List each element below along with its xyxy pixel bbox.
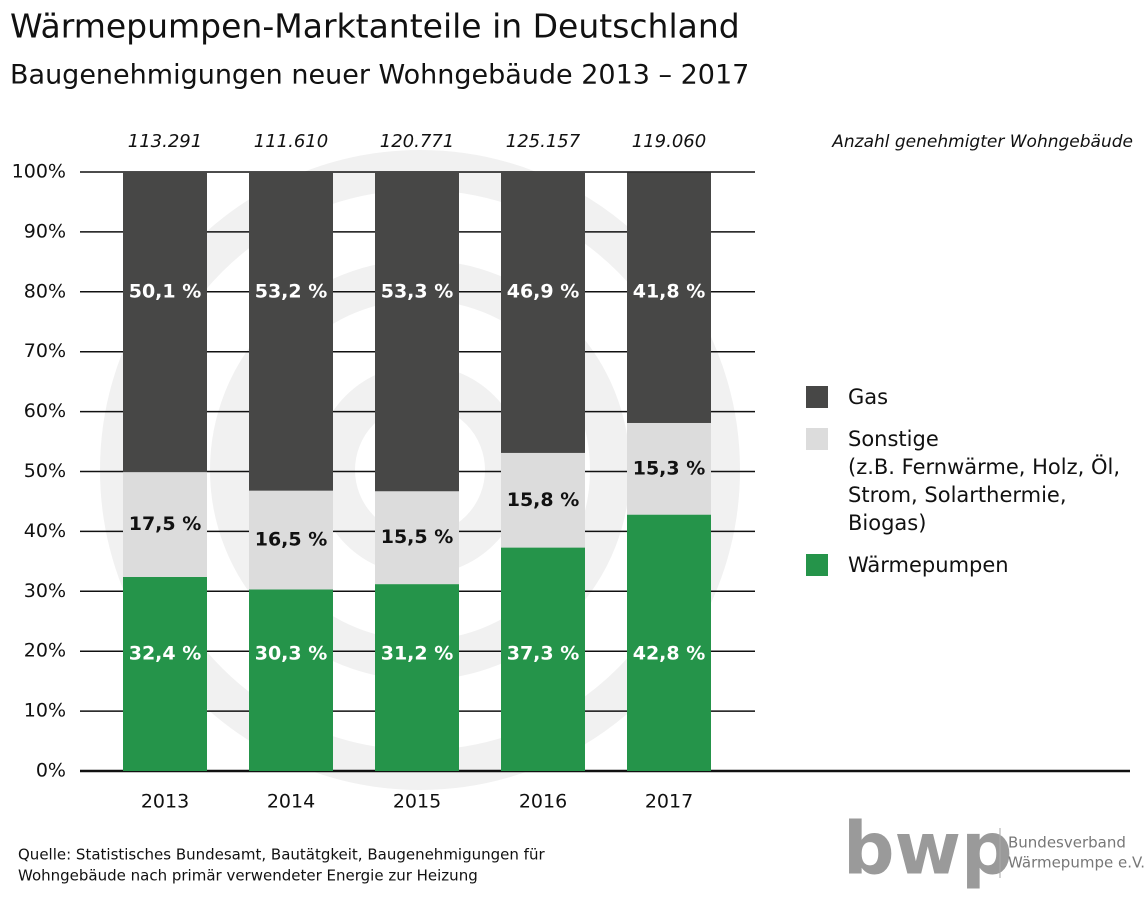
x-tick-label: 2014 [267,791,315,813]
legend-swatch [806,554,828,576]
logo-text: Bundesverband [1008,834,1126,852]
legend-item: Wärmepumpen [806,551,1136,579]
legend-item: Sonstige (z.B. Fernwärme, Holz, Öl, Strom… [806,425,1136,537]
chart-title: Wärmepumpen-Marktanteile in Deutschland [10,7,740,46]
bar-segment [627,514,711,771]
counts-label: Anzahl genehmigter Wohngebäude [831,132,1133,152]
y-tick-label: 70% [24,340,66,362]
bar-segment [249,589,333,771]
bar-segment [501,547,585,771]
chart-subtitle: Baugenehmigungen neuer Wohngebäude 2013 … [10,60,749,91]
bar-segment [627,172,711,423]
value-label: 30,3 % [255,643,328,665]
source: Wohngebäude nach primär verwendeter Ener… [18,867,478,885]
legend-label: Gas [848,385,889,409]
legend-item: Gas [806,383,1136,411]
legend-swatch [806,428,828,450]
value-label: 15,5 % [381,526,454,548]
legend-text: Wärmepumpen [848,551,1009,579]
legend: Gas Sonstige (z.B. Fernwärme, Holz, Öl, St… [806,383,1136,593]
y-tick-label: 20% [24,640,66,662]
bar-segment [249,490,333,590]
legend-description: (z.B. Fernwärme, Holz, Öl, Strom, Solart… [848,455,1120,535]
y-tick-label: 90% [24,220,66,242]
legend-label: Sonstige [848,427,939,451]
y-tick-label: 30% [24,580,66,602]
y-tick-label: 80% [24,280,66,302]
value-label: 31,2 % [381,643,454,665]
bar-segment [123,172,207,473]
legend-text: Sonstige (z.B. Fernwärme, Holz, Öl, Strom… [848,425,1136,537]
y-tick-label: 50% [24,460,66,482]
value-label: 41,8 % [633,280,706,302]
bar-segment [123,576,207,771]
y-tick-label: 100% [12,161,66,183]
bar-segment [375,172,459,492]
count-label: 113.291 [128,131,202,152]
x-tick-label: 2016 [519,791,567,813]
y-tick-label: 0% [36,760,66,782]
value-label: 50,1 % [129,280,202,302]
legend-label: Wärmepumpen [848,553,1009,577]
bar-segment [627,422,711,515]
x-tick-label: 2013 [141,791,189,813]
bar-segment [375,584,459,771]
value-label: 16,5 % [255,529,328,551]
value-label: 53,2 % [255,280,328,302]
logo-text: Wärmepumpe e.V. [1008,854,1144,872]
x-tick-label: 2017 [645,791,693,813]
logo-mark: bwp [843,807,1013,891]
y-tick-label: 40% [24,520,66,542]
y-tick-label: 60% [24,400,66,422]
value-label: 46,9 % [507,280,580,302]
count-label: 125.157 [506,131,581,152]
value-label: 42,8 % [633,643,706,665]
bar-segment [123,472,207,577]
value-label: 32,4 % [129,643,202,665]
bar-segment [501,452,585,548]
value-label: 53,3 % [381,280,454,302]
value-label: 15,3 % [633,457,706,479]
count-label: 120.771 [380,131,454,152]
value-label: 37,3 % [507,643,580,665]
value-label: 17,5 % [129,513,202,535]
x-tick-label: 2015 [393,791,441,813]
source: Quelle: Statistisches Bundesamt, Bautätg… [18,846,545,864]
value-label: 15,8 % [507,489,580,511]
bar-segment [249,172,333,491]
bar-segment [375,491,459,585]
legend-text: Gas [848,383,888,411]
bar-segment [501,172,585,453]
y-tick-label: 10% [24,700,66,722]
count-label: 111.610 [254,131,328,152]
count-label: 119.060 [632,131,706,152]
legend-swatch [806,386,828,408]
